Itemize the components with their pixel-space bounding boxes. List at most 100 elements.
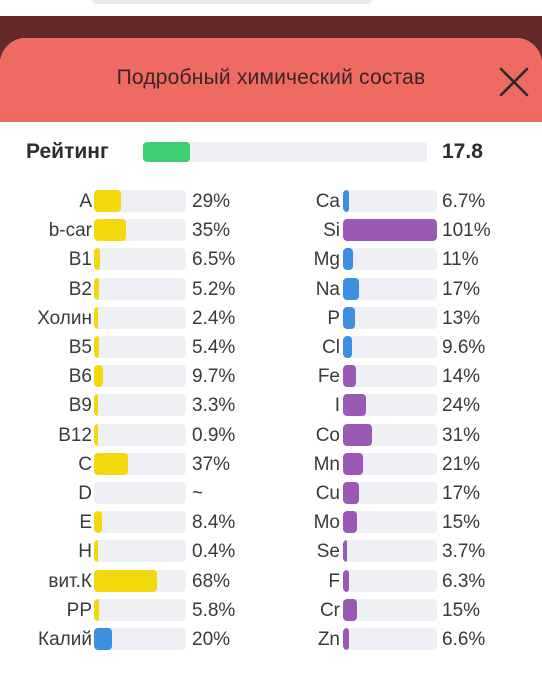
nutrient-bar-fill — [343, 248, 354, 271]
nutrient-bar — [94, 452, 186, 475]
nutrient-percent: 3.3% — [192, 395, 236, 417]
nutrient-row: Mo 15% — [0, 511, 542, 535]
nutrient-bar-fill — [94, 394, 98, 417]
nutrient-row: B1 6.5% — [0, 248, 542, 272]
top-bar-fragment — [92, 0, 372, 4]
close-button[interactable] — [494, 62, 534, 102]
nutrient-bar — [94, 628, 186, 650]
nutrient-row: I 24% — [0, 394, 542, 418]
nutrient-percent: 31% — [442, 424, 481, 446]
nutrient-name: B2 — [68, 278, 92, 300]
nutrient-row: D ~ — [0, 482, 542, 506]
nutrient-percent: 35% — [192, 220, 231, 242]
nutrient-name: B12 — [58, 424, 92, 446]
nutrient-row: Zn 6.6% — [0, 628, 542, 652]
nutrient-bar — [343, 452, 437, 475]
nutrient-row: Co 31% — [0, 423, 542, 448]
nutrient-row: b-car 35% — [0, 219, 542, 243]
nutrient-bar — [343, 598, 437, 621]
nutrient-bar — [94, 277, 186, 300]
nutrient-bar — [94, 511, 186, 534]
nutrient-bar-fill — [94, 248, 100, 271]
nutrient-name: C — [78, 453, 92, 475]
nutrient-bar — [343, 336, 437, 358]
nutrient-bar — [343, 540, 437, 563]
nutrient-bar — [343, 628, 437, 650]
nutrient-name: Mo — [313, 512, 340, 534]
nutrient-bar-fill — [94, 306, 98, 329]
nutrient-percent: 68% — [192, 570, 231, 592]
nutrient-bar — [94, 540, 186, 563]
nutrient-bar — [94, 306, 186, 329]
nutrient-name: H — [78, 541, 92, 563]
nutrient-bar-fill — [343, 598, 358, 621]
nutrient-name: I — [334, 395, 340, 417]
nutrient-percent: 21% — [442, 453, 481, 475]
nutrient-row: вит.К 68% — [0, 569, 542, 594]
nutrient-row: Калий 20% — [0, 628, 542, 652]
nutrient-bar-fill — [94, 628, 113, 650]
nutrient-name: F — [328, 570, 340, 592]
nutrient-percent: 6.6% — [442, 629, 486, 650]
nutrient-name: Ca — [315, 191, 340, 212]
nutrient-percent: 3.7% — [442, 541, 486, 563]
nutrient-name: P — [327, 307, 340, 329]
nutrient-name: Si — [323, 220, 340, 242]
nutrient-name: D — [78, 483, 92, 504]
nutrient-bar — [94, 190, 186, 212]
modal-header: Подробный химический состав — [0, 38, 542, 122]
nutrient-bar — [94, 336, 186, 358]
nutrient-name: Co — [315, 424, 340, 446]
nutrient-name: Zn — [317, 629, 340, 650]
nutrient-row: Cl 9.6% — [0, 336, 542, 360]
nutrient-bar-fill — [343, 482, 359, 504]
nutrient-name: Cr — [319, 599, 340, 621]
nutrient-percent: 101% — [442, 220, 491, 242]
nutrient-name: Калий — [38, 629, 92, 650]
nutrient-name: B9 — [68, 395, 92, 417]
nutrient-bar-fill — [94, 277, 99, 300]
nutrient-row: C 37% — [0, 452, 542, 477]
nutrient-name: Na — [315, 278, 340, 300]
rating-bar-fill — [143, 142, 190, 162]
nutrient-percent: ~ — [192, 483, 204, 504]
rating-value: 17.8 — [442, 140, 483, 163]
nutrient-bar-fill — [94, 190, 121, 212]
nutrient-percent: 0.9% — [192, 424, 236, 446]
nutrient-bar-fill — [343, 540, 347, 563]
nutrient-bar-fill — [343, 569, 349, 592]
nutrient-bar-fill — [343, 394, 366, 417]
nutrient-percent: 8.4% — [192, 512, 236, 534]
nutrient-bar — [343, 219, 437, 242]
nutrient-bar — [94, 482, 186, 504]
nutrient-bar-fill — [343, 336, 353, 358]
rating-bar — [143, 142, 427, 162]
nutrient-name: Fe — [317, 366, 340, 388]
nutrient-percent: 24% — [442, 395, 481, 417]
nutrient-bar-fill — [343, 511, 358, 534]
nutrient-percent: 6.3% — [442, 570, 486, 592]
nutrient-percent: 17% — [442, 483, 481, 504]
nutrient-row: PP 5.8% — [0, 598, 542, 623]
nutrient-row: Fe 14% — [0, 365, 542, 389]
nutrient-bar-fill — [94, 336, 99, 358]
nutrient-bar-fill — [343, 219, 437, 242]
nutrient-name: Mg — [313, 249, 340, 271]
nutrient-name: Холин — [37, 307, 92, 329]
nutrient-row: B12 0.9% — [0, 423, 542, 448]
nutrient-bar — [343, 190, 437, 212]
nutrient-bar-fill — [343, 628, 350, 650]
nutrient-bar-fill — [343, 365, 357, 388]
top-strip — [0, 0, 542, 16]
nutrient-percent: 13% — [442, 307, 481, 329]
nutrient-name: Cu — [315, 483, 340, 504]
nutrient-percent: 20% — [192, 629, 231, 650]
nutrient-bar — [94, 423, 186, 446]
nutrient-percent: 0.4% — [192, 541, 236, 563]
nutrient-row: F 6.3% — [0, 569, 542, 594]
nutrient-bar — [94, 365, 186, 388]
nutrient-percent: 11% — [442, 249, 479, 271]
nutrient-row: Se 3.7% — [0, 540, 542, 564]
rating-row: Рейтинг 17.8 — [0, 138, 542, 168]
close-icon[interactable] — [494, 62, 534, 102]
